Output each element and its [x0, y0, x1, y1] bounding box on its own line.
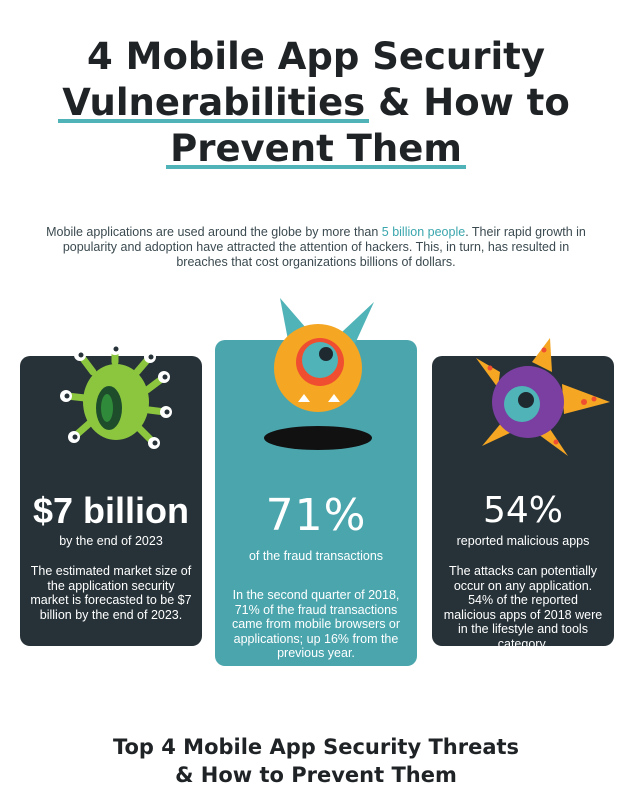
green-tentacle-monster-icon — [60, 343, 172, 449]
stat-value: $7 billion — [32, 490, 190, 531]
title-line-3: Prevent Them — [0, 126, 632, 172]
purple-spiky-monster-icon — [476, 338, 610, 456]
orange-one-eyed-monster-icon — [264, 298, 374, 450]
intro-text-part2: . Their rapid growth in popularity and a… — [62, 224, 586, 269]
stat-caption: by the end of 2023 — [59, 534, 163, 548]
stat-description: The estimated market size of the applica… — [30, 564, 192, 622]
stat-description: In the second quarter of 2018, 71% of th… — [231, 588, 401, 660]
section-title: Top 4 Mobile App Security Threats & How … — [0, 733, 632, 789]
intro-paragraph: Mobile applications are used around the … — [40, 225, 592, 270]
section-title-line-2: & How to Prevent Them — [175, 763, 457, 787]
stat-caption: of the fraud transactions — [248, 549, 384, 563]
title-line-1: 4 Mobile App Security — [87, 35, 545, 78]
stat-value: 54% — [482, 490, 563, 531]
stat-caption: reported malicious apps — [456, 534, 590, 548]
title-underlined-phrase: Prevent Them — [166, 127, 466, 170]
stat-description: The attacks can potentially occur on any… — [443, 564, 603, 651]
title-line-2: Vulnerabilities & How to — [0, 80, 632, 126]
section-title-line-1: Top 4 Mobile App Security Threats — [112, 735, 520, 759]
intro-highlight: 5 billion people — [381, 224, 466, 239]
title-underlined-word: Vulnerabilities — [58, 81, 370, 124]
title-line-2-rest: & How to — [365, 81, 570, 124]
intro-text-part1: Mobile applications are used around the … — [46, 224, 382, 239]
page-title: 4 Mobile App Security Vulnerabilities & … — [0, 34, 632, 172]
stat-value: 71% — [265, 490, 367, 541]
